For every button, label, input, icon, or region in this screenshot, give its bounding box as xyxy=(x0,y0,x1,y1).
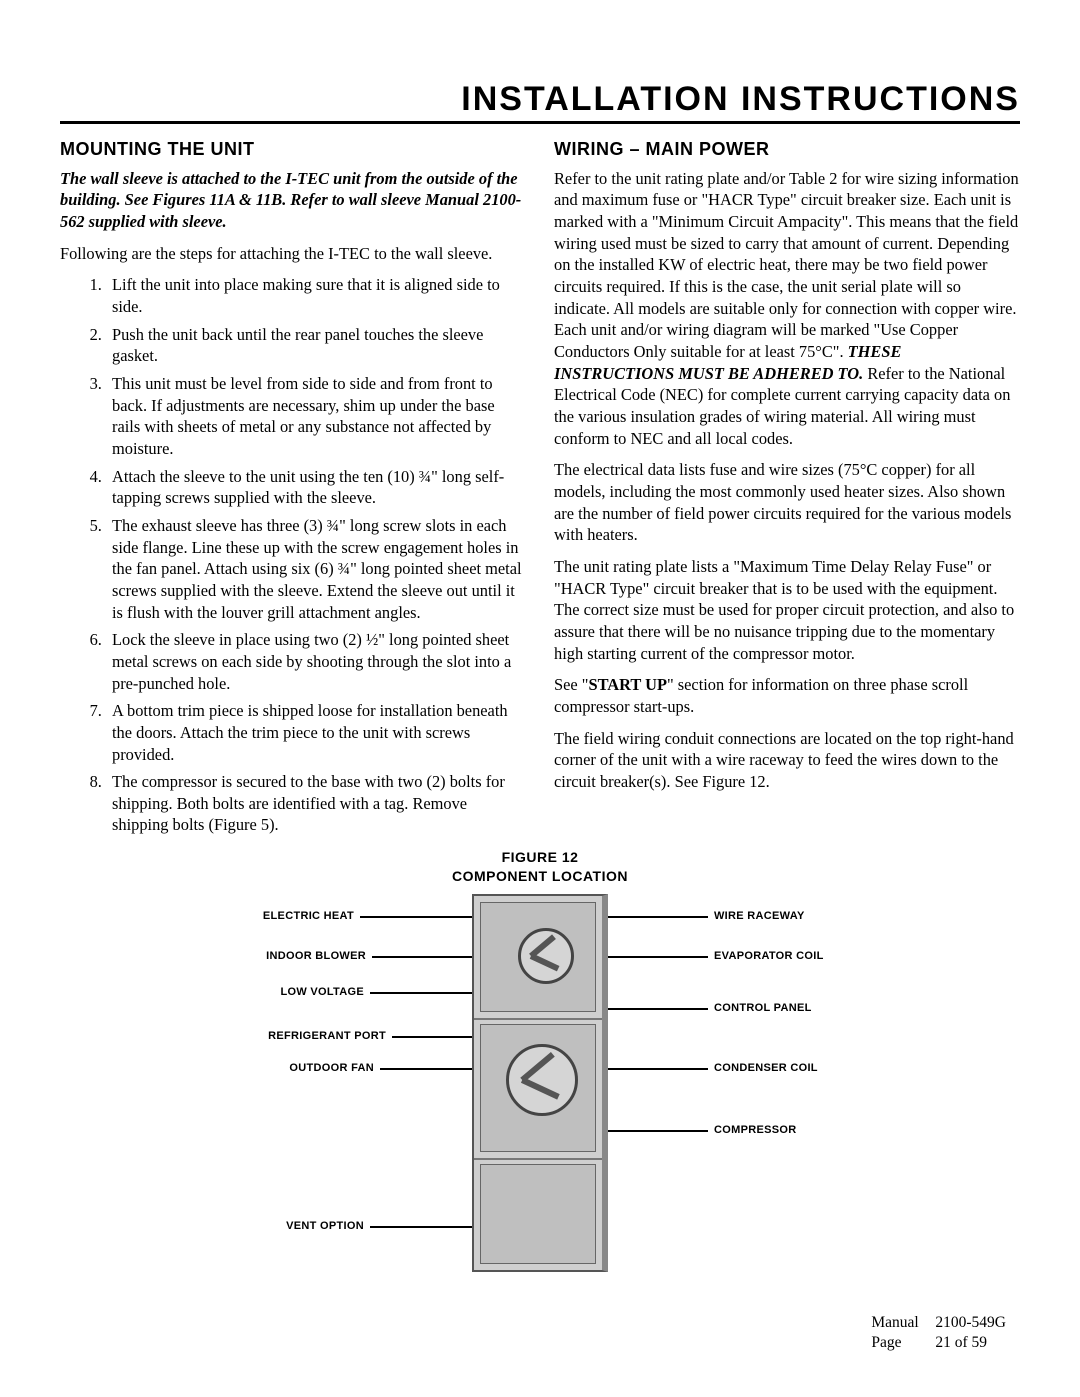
mounting-intro: The wall sleeve is attached to the I-TEC… xyxy=(60,168,526,233)
list-item: The compressor is secured to the base wi… xyxy=(106,771,526,836)
wiring-heading: WIRING – MAIN POWER xyxy=(554,138,1020,162)
leader-line xyxy=(608,1130,708,1132)
callout-low-voltage: LOW VOLTAGE xyxy=(220,986,364,998)
callout-indoor-blower: INDOOR BLOWER xyxy=(220,950,366,962)
list-item: Push the unit back until the rear panel … xyxy=(106,324,526,367)
leader-line xyxy=(392,1036,472,1038)
list-item: A bottom trim piece is shipped loose for… xyxy=(106,700,526,765)
separator xyxy=(474,1018,602,1020)
callout-compressor: COMPRESSOR xyxy=(714,1124,796,1136)
two-column-layout: MOUNTING THE UNIT The wall sleeve is att… xyxy=(60,138,1020,842)
page-footer: Manual 2100-549G Page 21 of 59 xyxy=(871,1313,1006,1353)
figure-caption: FIGURE 12 COMPONENT LOCATION xyxy=(60,848,1020,886)
list-item: The exhaust sleeve has three (3) ¾" long… xyxy=(106,515,526,623)
right-column: WIRING – MAIN POWER Refer to the unit ra… xyxy=(554,138,1020,842)
separator xyxy=(474,1158,602,1160)
leader-line xyxy=(608,1008,708,1010)
wiring-para-5: The field wiring conduit connections are… xyxy=(554,728,1020,793)
component-location-diagram: ELECTRIC HEAT INDOOR BLOWER LOW VOLTAGE … xyxy=(220,890,860,1280)
text-run: See " xyxy=(554,675,588,694)
wiring-para-1: Refer to the unit rating plate and/or Ta… xyxy=(554,168,1020,450)
callout-control-panel: CONTROL PANEL xyxy=(714,1002,812,1014)
mounting-lead: Following are the steps for attaching th… xyxy=(60,243,526,265)
callout-evaporator-coil: EVAPORATOR COIL xyxy=(714,950,824,962)
wiring-para-2: The electrical data lists fuse and wire … xyxy=(554,459,1020,546)
footer-page-label: Page xyxy=(871,1333,935,1353)
footer-page-value: 21 of 59 xyxy=(935,1333,987,1353)
callout-wire-raceway: WIRE RACEWAY xyxy=(714,910,805,922)
wiring-para-3: The unit rating plate lists a "Maximum T… xyxy=(554,556,1020,664)
leader-line xyxy=(370,992,472,994)
left-column: MOUNTING THE UNIT The wall sleeve is att… xyxy=(60,138,526,842)
list-item: Lift the unit into place making sure tha… xyxy=(106,274,526,317)
list-item: Attach the sleeve to the unit using the … xyxy=(106,466,526,509)
leader-line xyxy=(608,916,708,918)
callout-vent-option: VENT OPTION xyxy=(220,1220,364,1232)
callout-outdoor-fan: OUTDOOR FAN xyxy=(220,1062,374,1074)
leader-line xyxy=(608,1068,708,1070)
list-item: Lock the sleeve in place using two (2) ½… xyxy=(106,629,526,694)
unit-body xyxy=(472,894,608,1272)
outdoor-fan-icon xyxy=(506,1044,578,1116)
callout-condenser-coil: CONDENSER COIL xyxy=(714,1062,818,1074)
mounting-steps-list: Lift the unit into place making sure tha… xyxy=(60,274,526,836)
figure-title: COMPONENT LOCATION xyxy=(452,868,628,884)
wiring-para-4: See "START UP" section for information o… xyxy=(554,674,1020,717)
callout-refrigerant-port: REFRIGERANT PORT xyxy=(220,1030,386,1042)
text-run: Refer to the unit rating plate and/or Ta… xyxy=(554,169,1019,361)
footer-manual-label: Manual xyxy=(871,1313,935,1333)
mounting-heading: MOUNTING THE UNIT xyxy=(60,138,526,162)
lower-compartment xyxy=(480,1164,596,1264)
emphasis-text: START UP xyxy=(588,675,667,694)
leader-line xyxy=(372,956,472,958)
leader-line xyxy=(608,956,708,958)
figure-number: FIGURE 12 xyxy=(502,849,579,865)
leader-line xyxy=(380,1068,472,1070)
page-title: INSTALLATION INSTRUCTIONS xyxy=(60,80,1020,124)
footer-manual-value: 2100-549G xyxy=(935,1313,1006,1333)
callout-electric-heat: ELECTRIC HEAT xyxy=(220,910,354,922)
indoor-blower-icon xyxy=(518,928,574,984)
list-item: This unit must be level from side to sid… xyxy=(106,373,526,460)
figure-12-block: FIGURE 12 COMPONENT LOCATION xyxy=(60,848,1020,1280)
leader-line xyxy=(370,1226,472,1228)
leader-line xyxy=(360,916,472,918)
